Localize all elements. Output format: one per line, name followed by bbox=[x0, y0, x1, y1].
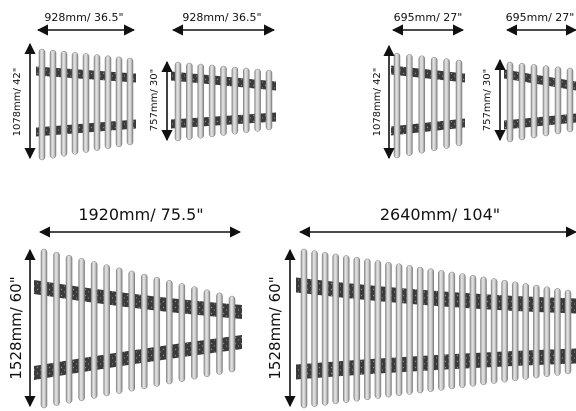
large-b-rail bbox=[533, 284, 540, 379]
small-b-rail bbox=[186, 62, 193, 140]
small-c-rail bbox=[406, 54, 413, 156]
large-a-rail bbox=[115, 267, 123, 394]
large-b-rail bbox=[300, 248, 308, 409]
large-b-height-label: 1528mm/ 60" bbox=[266, 276, 284, 379]
large-b-rail bbox=[406, 265, 413, 395]
large-b-rail bbox=[385, 261, 392, 398]
small-c-height-label: 1078mm/ 42" bbox=[372, 68, 383, 137]
small-d-rail bbox=[506, 61, 514, 143]
large-a-rail bbox=[203, 289, 211, 378]
large-a-rail bbox=[178, 283, 186, 382]
large-b-rail bbox=[511, 281, 519, 382]
small-b-width-label: 928mm/ 36.5" bbox=[182, 11, 261, 24]
large-a-rail bbox=[53, 251, 60, 406]
large-a-rail bbox=[141, 273, 148, 390]
large-a-rail bbox=[216, 292, 223, 375]
large-b-rail bbox=[342, 255, 350, 403]
large-b-rail bbox=[490, 278, 498, 384]
small-a-width-label: 928mm/ 36.5" bbox=[44, 11, 123, 24]
large-a-rail bbox=[90, 261, 98, 399]
small-b-height-label: 757mm/ 30" bbox=[149, 69, 160, 131]
small-a-rail bbox=[126, 57, 134, 146]
large-b-rail bbox=[459, 273, 466, 388]
large-b-rail bbox=[554, 288, 561, 376]
small-b-rail bbox=[174, 61, 182, 142]
large-b-rail bbox=[353, 256, 361, 402]
small-a-rail bbox=[93, 54, 101, 151]
large-a-rail bbox=[78, 258, 85, 402]
large-b-rail bbox=[564, 289, 572, 375]
small-a-rail bbox=[49, 49, 57, 159]
small-a-height-label: 1078mm/ 42" bbox=[12, 68, 23, 137]
small-d-rail bbox=[530, 64, 538, 139]
small-b-rail bbox=[254, 68, 261, 132]
large-a-rail bbox=[40, 248, 48, 409]
large-a-rail bbox=[228, 295, 236, 373]
large-b-rail bbox=[522, 283, 530, 380]
small-a-rail bbox=[115, 56, 123, 148]
large-b-width-label: 2640mm/ 104" bbox=[380, 205, 500, 224]
large-b-rail bbox=[427, 268, 434, 392]
large-b-rail bbox=[311, 250, 318, 407]
large-a-rail bbox=[153, 276, 161, 387]
small-d-rail bbox=[542, 65, 550, 137]
small-d-rail bbox=[554, 66, 562, 135]
large-a-rail bbox=[166, 280, 173, 385]
small-d-rail bbox=[566, 67, 574, 133]
large-b-rail bbox=[543, 286, 551, 377]
small-d-rail bbox=[518, 62, 526, 141]
small-a-rail bbox=[60, 51, 68, 157]
small-b-rail bbox=[220, 65, 227, 136]
large-b-rail bbox=[469, 274, 477, 387]
small-c-rail bbox=[455, 59, 463, 147]
large-a-rail bbox=[103, 264, 110, 397]
large-b-rail bbox=[364, 258, 371, 401]
large-b-rail bbox=[321, 252, 329, 406]
small-b-rail bbox=[197, 63, 204, 139]
large-a-sleeper-band-top bbox=[34, 280, 242, 319]
small-b-rail bbox=[243, 67, 250, 133]
large-a-rail bbox=[191, 286, 198, 380]
small-c-rail bbox=[418, 55, 426, 154]
large-a-rail bbox=[128, 270, 135, 392]
small-d-height-label: 757mm/ 30" bbox=[482, 69, 493, 131]
large-b-rail bbox=[501, 279, 508, 383]
small-c-rail bbox=[443, 58, 450, 149]
small-a-rail bbox=[82, 53, 90, 153]
small-a-rail bbox=[38, 48, 46, 161]
large-a-height-label: 1528mm/ 60" bbox=[7, 276, 25, 379]
large-b-rail bbox=[480, 276, 487, 386]
small-b-rail bbox=[265, 69, 273, 131]
small-c-width-label: 695mm/ 27" bbox=[394, 11, 463, 24]
large-b-rail bbox=[416, 266, 424, 394]
small-a-rail bbox=[71, 52, 79, 155]
small-d-width-label: 695mm/ 27" bbox=[506, 11, 575, 24]
large-b-rail bbox=[395, 263, 403, 397]
large-b-rail bbox=[374, 260, 382, 399]
large-b-rail bbox=[448, 271, 456, 390]
small-b-rail bbox=[231, 66, 239, 135]
large-b-rail bbox=[438, 270, 445, 391]
large-a-rail bbox=[65, 255, 73, 404]
large-a-width-label: 1920mm/ 75.5" bbox=[78, 205, 203, 224]
small-b-rail bbox=[208, 64, 216, 138]
small-c-rail bbox=[430, 56, 438, 152]
small-a-rail bbox=[104, 55, 112, 149]
large-b-rail bbox=[332, 253, 339, 405]
large-a-sleeper-band-bottom bbox=[34, 335, 242, 380]
